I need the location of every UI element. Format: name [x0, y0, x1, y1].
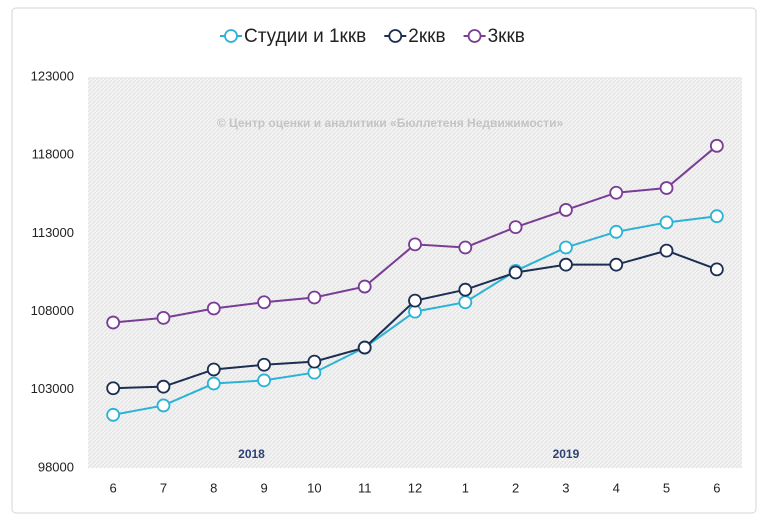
data-point	[106, 381, 121, 396]
data-point	[106, 315, 121, 330]
data-point	[709, 209, 724, 224]
x-tick-label: 1	[462, 480, 469, 495]
legend-marker	[224, 29, 238, 43]
data-point	[559, 240, 573, 255]
data-point	[659, 215, 674, 230]
y-tick-label: 98000	[38, 459, 74, 474]
data-point	[559, 257, 573, 272]
x-tick-label: 4	[613, 480, 620, 495]
legend-label: 2ккв	[408, 26, 445, 47]
data-point	[709, 262, 724, 277]
data-point	[206, 376, 221, 391]
x-tick-label: 2	[512, 480, 519, 495]
data-point	[559, 203, 573, 217]
y-tick-label: 103000	[31, 381, 74, 396]
legend-marker	[467, 29, 482, 43]
legend-marker	[388, 29, 403, 43]
x-tick-label: 5	[663, 480, 670, 495]
legend-label: Студии и 1ккв	[244, 26, 366, 47]
data-point	[106, 407, 121, 422]
legend-label: 3ккв	[488, 26, 525, 47]
data-point	[709, 138, 724, 153]
x-tick-label: 11	[358, 480, 372, 495]
year-label: 2018	[238, 447, 265, 461]
watermark: © Центр оценки и аналитики «Бюллетеня Не…	[217, 116, 564, 130]
x-tick-label: 7	[160, 480, 167, 495]
data-point	[508, 220, 523, 235]
data-point	[307, 354, 322, 369]
data-point	[508, 265, 523, 280]
legend: Студии и 1ккв 2ккв 3ккв	[220, 26, 525, 47]
data-point	[357, 279, 372, 294]
x-tick-label: 8	[210, 480, 217, 495]
data-point	[156, 310, 171, 325]
data-point	[156, 379, 171, 394]
y-tick-label: 113000	[32, 225, 74, 240]
y-tick-label: 123000	[31, 68, 74, 83]
data-point	[659, 243, 674, 258]
data-point	[408, 237, 422, 252]
data-point	[458, 282, 473, 297]
data-point	[458, 295, 473, 310]
data-point	[609, 224, 624, 239]
data-point	[257, 373, 271, 388]
data-point	[257, 295, 271, 310]
x-tick-label: 6	[713, 480, 720, 495]
data-point	[257, 357, 271, 372]
data-point	[206, 362, 221, 377]
x-tick-label: 6	[110, 480, 117, 495]
data-point	[609, 185, 624, 200]
plot-area	[88, 77, 742, 468]
data-point	[458, 240, 473, 255]
year-label: 2019	[553, 447, 580, 461]
data-point	[659, 181, 674, 195]
data-point	[307, 290, 322, 305]
x-tick-label: 10	[307, 480, 321, 495]
x-tick-label: 12	[408, 480, 422, 495]
data-point	[609, 257, 624, 272]
y-tick-label: 118000	[32, 147, 74, 162]
x-tick-label: 9	[260, 480, 267, 495]
x-tick-label: 3	[562, 480, 569, 495]
data-point	[357, 340, 372, 355]
data-point	[408, 293, 422, 308]
y-tick-label: 108000	[31, 303, 74, 318]
data-point	[206, 301, 221, 316]
data-point	[156, 398, 171, 413]
